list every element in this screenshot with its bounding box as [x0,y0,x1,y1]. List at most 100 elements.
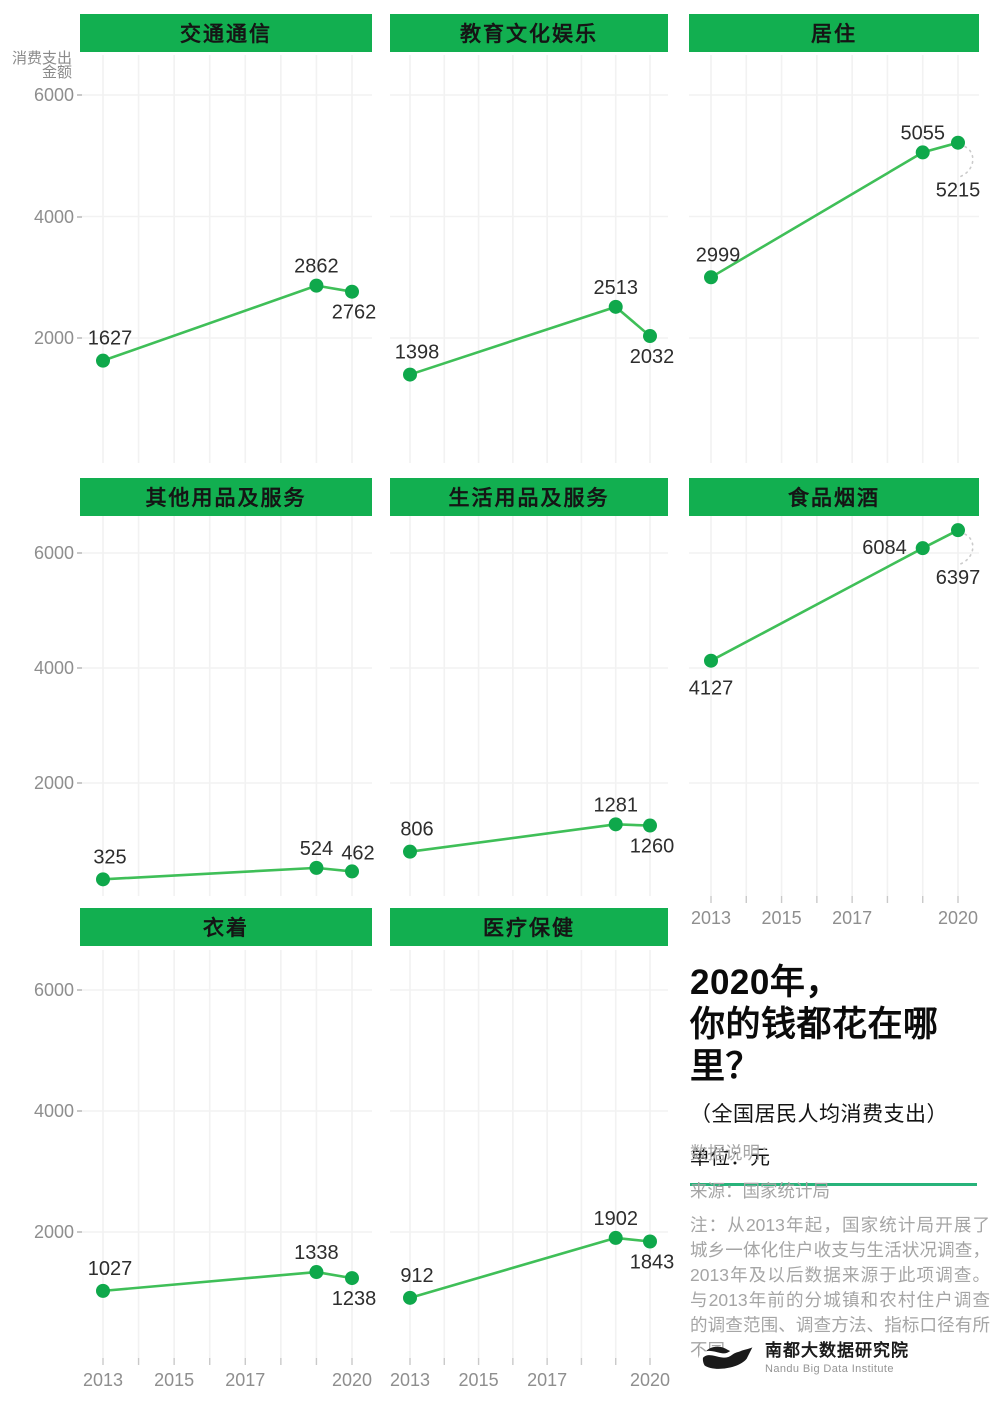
facet-title: 教育文化娱乐 [390,14,668,52]
value-label: 1627 [88,328,133,350]
data-point [951,135,965,150]
facet-chart: 325 524 462 [80,516,375,896]
divider-rule [690,1183,977,1186]
value-label: 2862 [294,256,339,278]
y-tick-label: 4000 [33,206,74,227]
y-axis-title-line1: 消费支出 [11,50,72,67]
facet-title: 衣着 [80,908,372,946]
value-label: 1281 [593,794,638,816]
x-tick-label: 2013 [390,1370,430,1390]
value-label: 5055 [900,122,945,144]
y-tick-mark [77,94,82,96]
title-block: 2020年， 你的钱都花在哪里？ （全国居民人均消费支出） 单位：元 [690,962,990,1186]
value-label: 2513 [593,277,638,299]
unit-label: 单位：元 [690,1147,770,1169]
facet-chart: 806 1281 1260 [390,516,674,896]
y-tick-mark [77,782,82,784]
data-point [608,817,623,832]
x-tick-label: 2020 [332,1370,372,1390]
x-tick-label: 2015 [459,1370,499,1390]
value-label: 5215 [936,180,981,202]
data-point [951,523,965,538]
data-point [309,278,324,293]
data-point [345,1271,359,1286]
facet-chart: 2013 2015 2017 2020 912 1902 1843 [390,950,674,1390]
value-label: 6397 [936,567,981,589]
series-line [408,1236,652,1300]
data-point [643,1234,657,1249]
data-notes: 数据说明： 来源：国家统计局 注：从2013年起，国家统计局开展了城乡一体化住户… [690,1140,990,1363]
x-tick-label: 2020 [630,1370,670,1390]
y-tick-label: 6000 [33,980,74,1000]
callout-dotted-line [959,533,974,565]
facet-chart: 2999 5055 5215 [689,55,981,463]
wave-logo-icon [698,1341,756,1369]
facet-chart: 2013 2015 2017 2020 4127 6084 6397 [689,516,981,928]
series-line [408,305,652,376]
y-axis-title: 消费支出 金额 [0,50,72,81]
value-label: 2032 [630,346,675,368]
value-label: 2762 [332,302,377,324]
facet-title: 食品烟酒 [689,478,979,516]
y-tick-label: 2000 [33,773,74,793]
series-line [709,141,960,279]
facet-title: 其他用品及服务 [80,478,372,516]
page-title: 2020年， 你的钱都花在哪里？ [690,962,990,1088]
data-point [96,353,110,368]
logo-name-en: Nandu Big Data Institute [765,1363,894,1375]
value-label: 325 [93,846,126,868]
facet-chart: 2013 2015 2017 2020 1027 1338 1238 [80,950,376,1390]
logo-name-cn: 南都大数据研究院 [765,1341,909,1360]
y-tick-label: 4000 [33,1101,74,1121]
value-label: 912 [400,1265,433,1287]
value-label: 1238 [332,1288,377,1310]
publisher-logo: 南都大数据研究院 Nandu Big Data Institute [698,1336,909,1375]
facet-title: 交通通信 [80,14,372,52]
facet-title: 生活用品及服务 [390,478,668,516]
data-point [403,367,417,382]
page-title-line2: 你的钱都花在哪里？ [690,1005,939,1086]
data-point [915,145,930,160]
page-subtitle: （全国居民人均消费支出） [690,1103,948,1126]
y-tick-mark [77,667,82,669]
x-tick-label: 2015 [154,1370,194,1390]
x-tick-label: 2020 [938,908,978,928]
x-tick-label: 2015 [762,908,802,928]
y-tick-label: 4000 [33,658,74,678]
y-tick-mark [77,552,82,554]
notes-source: 来源：国家统计局 [690,1181,830,1201]
value-label: 1843 [630,1251,675,1273]
value-label: 462 [341,842,374,864]
value-label: 524 [300,838,333,860]
x-tick-label: 2017 [527,1370,567,1390]
data-point [96,872,110,887]
value-label: 2999 [696,244,741,266]
facet-chart: 1398 2513 2032 [390,55,674,463]
data-point [643,329,657,344]
page-title-line1: 2020年， [690,963,841,1002]
data-point [608,299,623,314]
data-point [704,653,718,668]
series-line [101,284,354,362]
callout-dotted-line [959,145,974,178]
x-tick-label: 2017 [832,908,872,928]
logo-text: 南都大数据研究院 Nandu Big Data Institute [765,1336,909,1375]
data-point [403,1290,417,1305]
facet-title: 居住 [689,14,979,52]
x-tick-label: 2017 [225,1370,265,1390]
data-point [309,860,324,875]
data-point [915,541,930,556]
y-tick-mark [77,337,82,339]
y-tick-label: 6000 [33,543,74,563]
y-axis-title-line2: 金额 [41,64,72,81]
y-tick-mark [77,1110,82,1112]
data-point [345,864,359,879]
x-tick-label: 2013 [691,908,731,928]
y-tick-label: 2000 [33,1222,74,1242]
value-label: 806 [400,819,433,841]
x-tick-label: 2013 [83,1370,123,1390]
value-label: 1902 [593,1208,638,1230]
value-label: 1027 [88,1258,133,1280]
data-point [96,1283,110,1298]
